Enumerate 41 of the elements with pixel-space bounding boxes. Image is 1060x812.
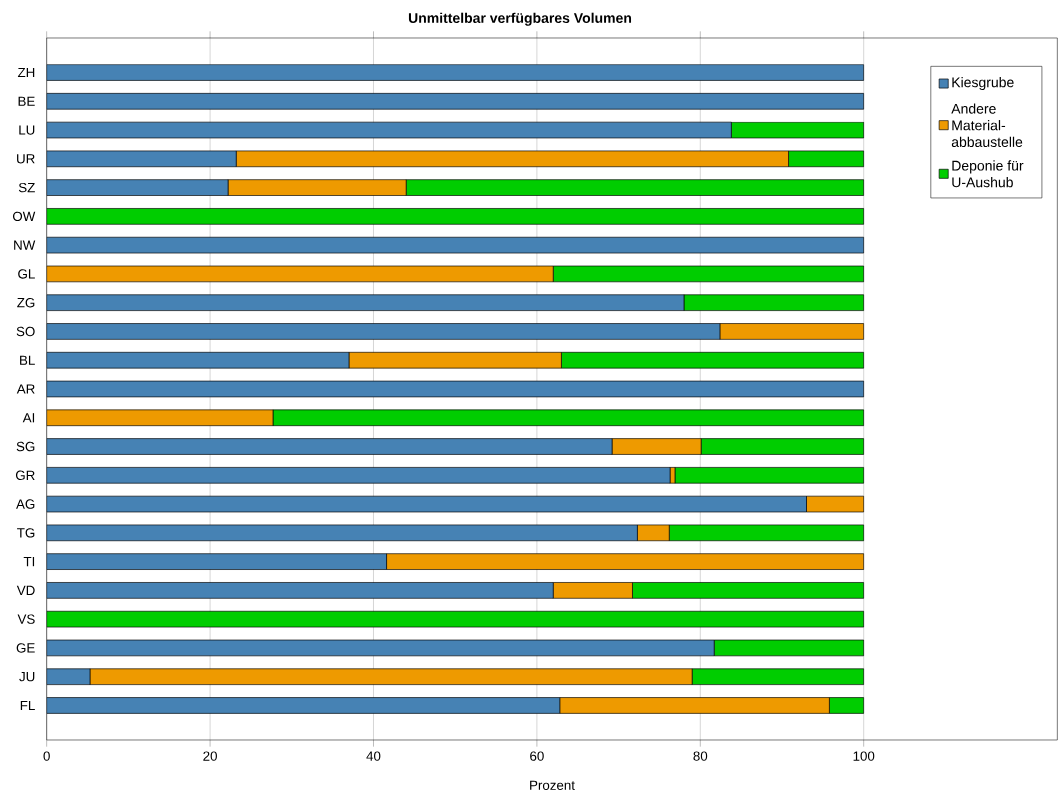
y-tick-label: AI	[22, 413, 35, 423]
x-tick-label: 40	[366, 751, 381, 761]
chart-title: Unmittelbar verfügbares Volumen	[408, 12, 632, 26]
y-tick-label: JU	[19, 672, 35, 682]
x-tick-label: 60	[530, 751, 544, 761]
y-tick-label: BE	[18, 96, 35, 106]
y-tick-label: GR	[15, 470, 35, 481]
y-tick-label: BL	[20, 355, 35, 365]
y-tick-label: LU	[19, 125, 35, 135]
y-tick-label: OW	[12, 211, 36, 222]
y-tick-label: NW	[14, 240, 36, 250]
bar	[46, 64, 865, 81]
bar	[46, 610, 865, 628]
y-tick-label: SO	[16, 326, 35, 337]
y-tick-label: SZ	[18, 182, 35, 193]
y-tick-label: ZH	[17, 67, 35, 78]
x-tick-label: 0	[43, 751, 50, 761]
y-tick-label: FL	[20, 700, 35, 711]
x-tick-label: 100	[853, 751, 875, 761]
bar	[46, 380, 865, 398]
bar	[46, 93, 865, 110]
bar	[46, 236, 865, 254]
y-tick-label: UR	[17, 154, 35, 164]
legend-label: Andere Material-abbaustelle	[951, 103, 1023, 148]
y-tick-label: VD	[16, 585, 35, 595]
y-tick-label: ZG	[17, 297, 35, 308]
y-tick-label: GE	[16, 643, 35, 653]
y-tick-label: VS	[17, 614, 35, 624]
x-tick-label: 80	[693, 751, 708, 761]
x-axis-title: Prozent	[530, 780, 575, 790]
y-tick-label: AG	[16, 499, 35, 509]
y-tick-label: GL	[18, 269, 35, 279]
bar	[46, 208, 865, 225]
bar	[674, 467, 865, 484]
legend-label: Deponie für U-Aushub	[952, 160, 1024, 188]
y-tick-label: AR	[16, 384, 35, 394]
y-tick-label: TG	[17, 528, 35, 538]
y-tick-label: SG	[16, 441, 35, 452]
legend-label: Kiesgrube	[952, 77, 1014, 91]
x-tick-label: 20	[203, 751, 217, 761]
y-tick-label: TI	[23, 557, 35, 567]
